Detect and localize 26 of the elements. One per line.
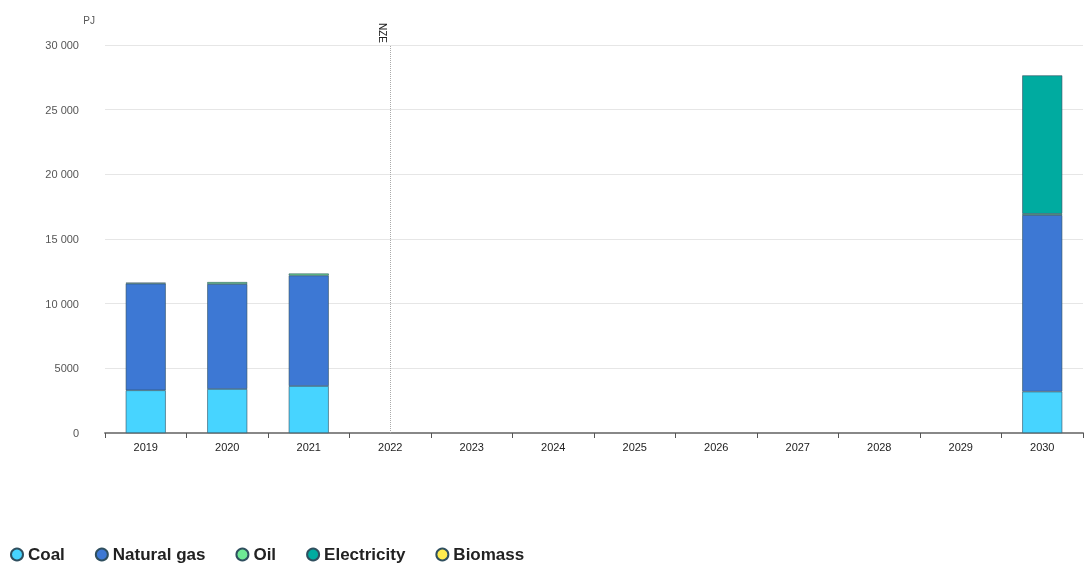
legend-label: Coal (28, 545, 65, 564)
y-tick-label: 10 000 (45, 297, 79, 310)
y-tick-label: 0 (72, 427, 79, 439)
x-tick-label: 2023 (459, 440, 484, 453)
legend-label: Biomass (453, 545, 525, 564)
ref-line-label: NZE (376, 23, 388, 44)
y-axis-title: PJ (83, 14, 95, 26)
x-tick-label: 2020 (215, 440, 240, 453)
x-tick-label: 2024 (541, 440, 566, 453)
y-tick-label: 15 000 (45, 233, 79, 245)
x-tick-label: 2025 (622, 440, 647, 453)
x-tick-label: 2030 (1030, 440, 1055, 453)
x-tick-label: 2026 (704, 440, 729, 453)
x-tick-label: 2021 (296, 440, 321, 453)
legend-label: Natural gas (112, 545, 206, 564)
y-tick-label: 30 000 (45, 39, 79, 51)
y-tick-label: 5000 (54, 362, 79, 375)
x-tick-label: 2029 (948, 440, 973, 453)
x-tick-label: 2019 (133, 440, 158, 453)
legend-label: Oil (253, 545, 277, 564)
x-tick-label: 2028 (867, 440, 892, 453)
y-tick-label: 20 000 (45, 168, 79, 181)
y-tick-label: 25 000 (45, 103, 79, 116)
x-tick-label: 2022 (378, 440, 403, 453)
x-tick-label: 2027 (785, 440, 810, 453)
legend-label: Electricity (324, 545, 406, 564)
